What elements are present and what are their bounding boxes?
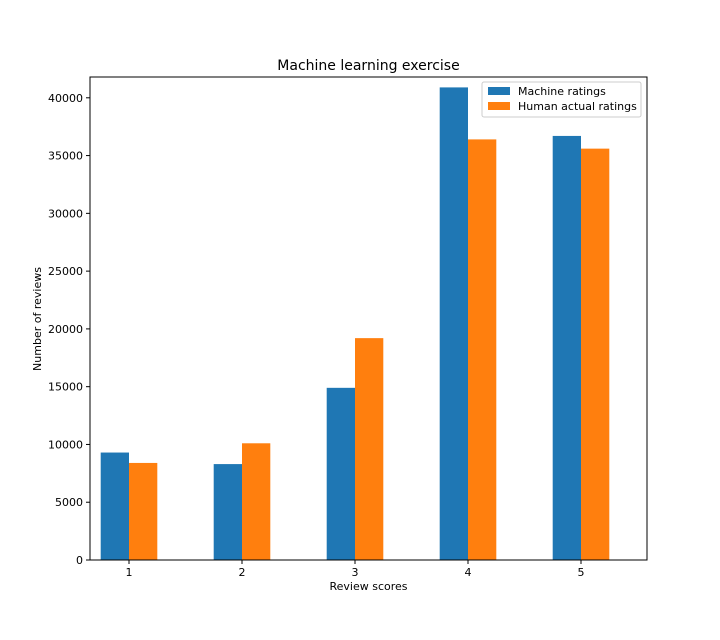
y-tick-label: 5000	[55, 496, 83, 509]
legend-box	[481, 81, 642, 118]
bar-machine-5	[552, 135, 581, 560]
y-tick-label: 10000	[48, 438, 83, 451]
x-tick-label: 2	[239, 566, 246, 579]
legend: Machine ratings Human actual ratings	[481, 81, 642, 118]
bar-machine-1	[100, 452, 129, 560]
y-axis: 0 5000 10000 15000 20000 25000 30000 35000 40000	[48, 92, 90, 567]
legend-label: Machine ratings	[518, 85, 606, 98]
y-tick-label: 15000	[48, 381, 83, 394]
legend-swatch	[488, 87, 510, 95]
x-axis-label: Review scores	[329, 580, 407, 593]
x-tick-label: 4	[465, 566, 472, 579]
x-tick-label: 3	[352, 566, 359, 579]
y-tick-label: 25000	[48, 265, 83, 278]
x-tick-label: 5	[578, 566, 585, 579]
y-axis-label: Number of reviews	[31, 267, 44, 371]
bar-machine-2	[213, 464, 242, 560]
bar-human-1	[129, 462, 158, 560]
legend-label: Human actual ratings	[518, 100, 637, 113]
chart-title: Machine learning exercise	[277, 58, 459, 74]
bar-machine-4	[439, 87, 468, 561]
bar-human-4	[468, 139, 497, 560]
y-tick-label: 35000	[48, 150, 83, 163]
x-axis: 1 2 3 4 5	[126, 560, 585, 579]
y-tick-label: 20000	[48, 323, 83, 336]
y-tick-label: 40000	[48, 92, 83, 105]
y-tick-label: 30000	[48, 207, 83, 220]
x-tick-label: 1	[126, 566, 133, 579]
y-tick-label: 0	[76, 554, 83, 567]
bar-human-5	[581, 148, 610, 560]
legend-swatch	[488, 102, 510, 110]
bar-machine-3	[326, 387, 355, 560]
bar-human-3	[355, 338, 384, 560]
plot-frame	[89, 76, 648, 561]
bar-human-2	[242, 443, 271, 560]
plot-area	[100, 87, 610, 561]
